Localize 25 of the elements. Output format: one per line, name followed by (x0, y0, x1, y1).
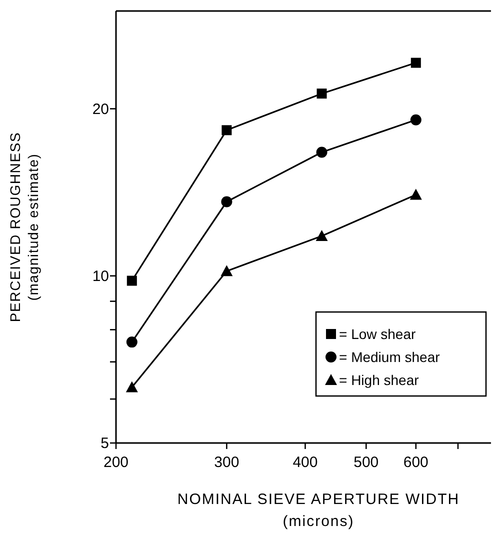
point (221, 196, 232, 208)
x-tick-label: 600 (403, 454, 428, 471)
point (410, 58, 421, 68)
x-tick-label: 500 (354, 454, 379, 471)
y-tick-label: 10 (92, 268, 109, 285)
point (316, 230, 328, 241)
point (126, 381, 138, 392)
x-tick-label: 200 (103, 454, 129, 471)
legend-label: = Medium shear (339, 349, 440, 365)
point (410, 114, 422, 126)
point (220, 265, 233, 276)
y-axis-title: PERCEIVED ROUGHNESS (magnitude estimate) (7, 132, 41, 322)
x-axis-title: NOMINAL SIEVE APERTURE WIDTH (microns) (177, 491, 460, 530)
legend-label: = Low shear (339, 326, 416, 342)
legend-label: = High shear (339, 372, 420, 388)
point (316, 146, 328, 158)
point (126, 336, 138, 348)
y-tick-label: 20 (92, 100, 109, 118)
x-tick-label: 300 (214, 454, 240, 471)
x-tick-label: 400 (292, 454, 318, 471)
point (410, 188, 422, 200)
point (222, 125, 232, 136)
point (126, 276, 137, 286)
point (316, 88, 327, 99)
y-tick-label: 5 (100, 435, 109, 452)
